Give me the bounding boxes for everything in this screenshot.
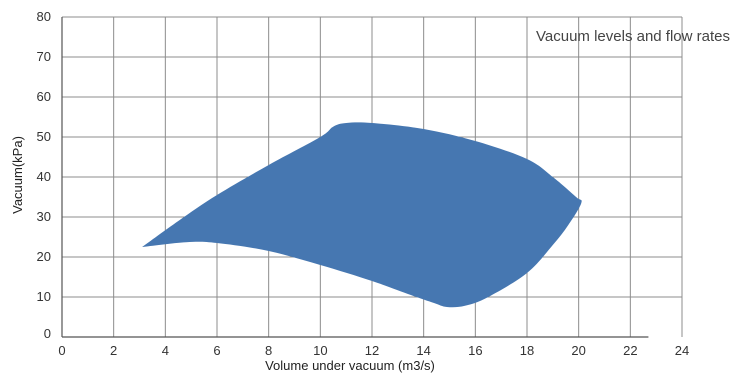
y-tick-label-60: 60: [37, 89, 51, 104]
y-tick-label-20: 20: [37, 249, 51, 264]
x-tick-label-10: 10: [313, 343, 327, 358]
y-axis-title: Vacuum(kPa): [10, 136, 25, 214]
plot-area: [142, 122, 582, 308]
x-tick-label-4: 4: [162, 343, 169, 358]
x-tick-label-16: 16: [468, 343, 482, 358]
y-tick-label-50: 50: [37, 129, 51, 144]
chart-title: Vacuum levels and flow rates: [536, 28, 730, 45]
y-tick-label-70: 70: [37, 49, 51, 64]
y-tick-label-0: 0: [44, 326, 51, 341]
x-tick-label-2: 2: [110, 343, 117, 358]
x-tick-label-22: 22: [623, 343, 637, 358]
x-tick-label-24: 24: [675, 343, 689, 358]
y-tick-label-10: 10: [37, 289, 51, 304]
x-tick-label-8: 8: [265, 343, 272, 358]
y-tick-labels: 0 10 20 30 40 50 60 70 80: [37, 9, 51, 341]
y-tick-label-80: 80: [37, 9, 51, 24]
x-tick-label-18: 18: [520, 343, 534, 358]
x-tick-label-6: 6: [213, 343, 220, 358]
x-tick-label-20: 20: [571, 343, 585, 358]
operating-range-area: [142, 122, 582, 308]
y-tick-label-30: 30: [37, 209, 51, 224]
x-tick-label-12: 12: [365, 343, 379, 358]
x-tick-labels: 0 2 4 6 8 10 12 14 16 18 20 22 24: [58, 343, 689, 358]
x-tick-label-0: 0: [58, 343, 65, 358]
x-tick-label-14: 14: [416, 343, 430, 358]
axes: [61, 17, 649, 338]
x-axis-title: Volume under vacuum (m3/s): [265, 358, 435, 373]
y-tick-label-40: 40: [37, 169, 51, 184]
